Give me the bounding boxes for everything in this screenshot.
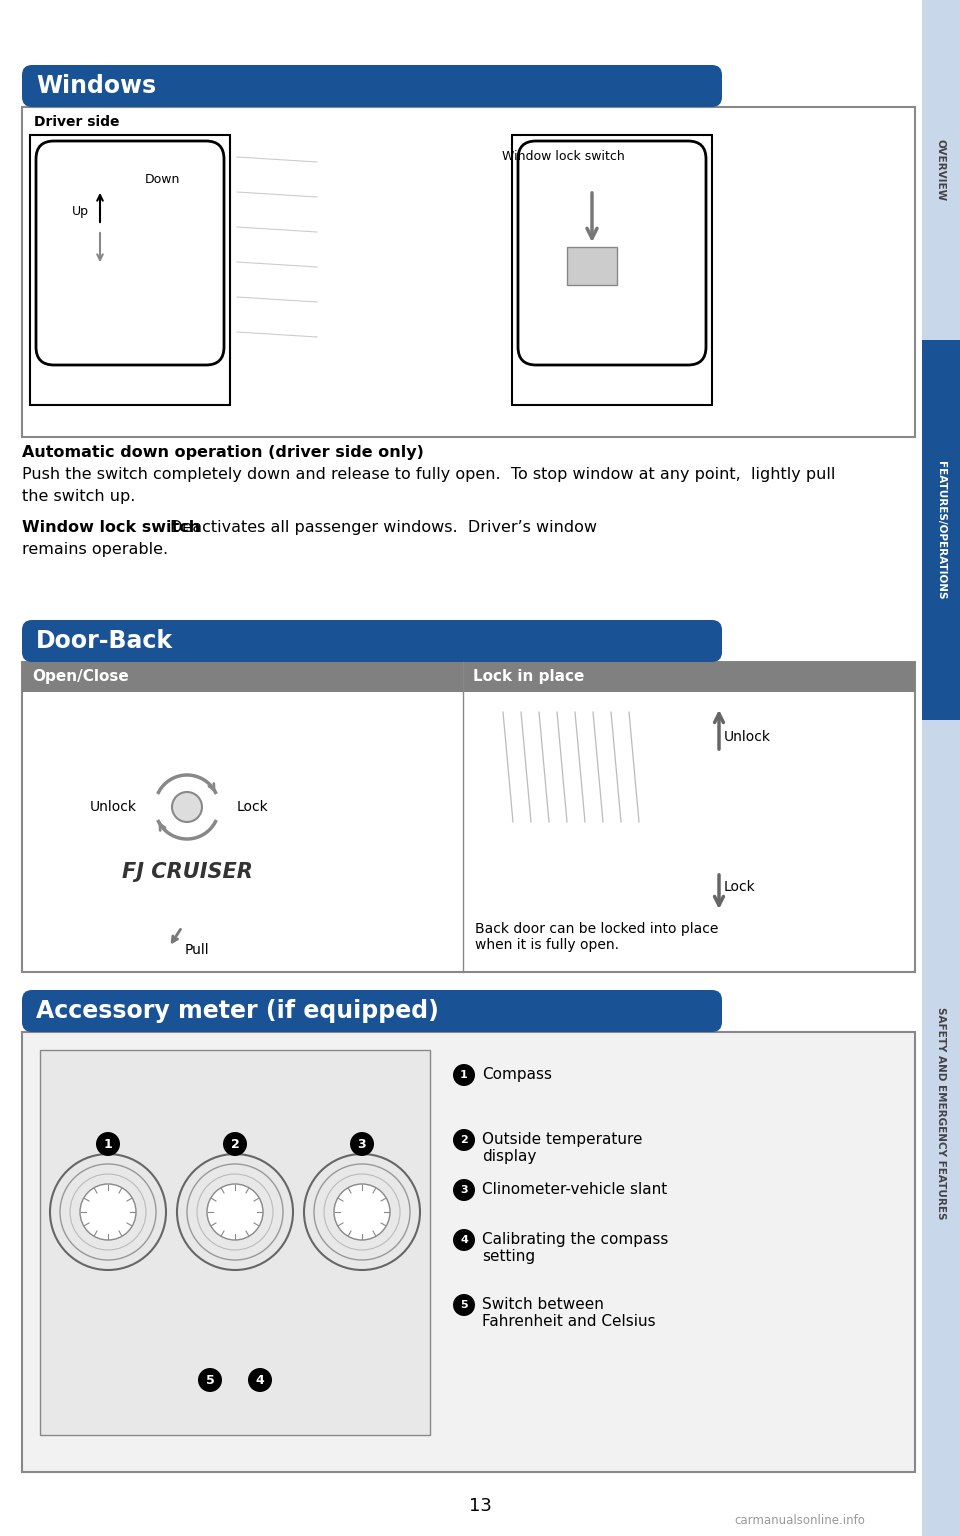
Text: Unlock: Unlock	[724, 730, 771, 743]
FancyBboxPatch shape	[36, 141, 224, 366]
Text: Switch between
Fahrenheit and Celsius: Switch between Fahrenheit and Celsius	[482, 1296, 656, 1329]
Text: Windows: Windows	[36, 74, 156, 98]
Text: Deactivates all passenger windows.  Driver’s window: Deactivates all passenger windows. Drive…	[170, 521, 597, 535]
Circle shape	[96, 1132, 120, 1157]
Circle shape	[453, 1293, 475, 1316]
Text: carmanualsonline.info: carmanualsonline.info	[734, 1514, 865, 1527]
Text: Compass: Compass	[482, 1068, 552, 1081]
Text: the switch up.: the switch up.	[22, 488, 135, 504]
Bar	[922, 0, 960, 339]
FancyBboxPatch shape	[518, 141, 706, 366]
Bar	[512, 135, 712, 406]
Text: Window lock switch: Window lock switch	[22, 521, 201, 535]
Text: OVERVIEW: OVERVIEW	[936, 138, 946, 201]
Text: 13: 13	[468, 1498, 492, 1514]
Text: 4: 4	[255, 1373, 264, 1387]
Circle shape	[207, 1184, 263, 1240]
Bar	[567, 247, 617, 286]
Text: Door-Back: Door-Back	[36, 630, 173, 653]
Text: Lock: Lock	[724, 880, 756, 894]
Text: Open/Close: Open/Close	[32, 670, 129, 685]
Text: 1: 1	[104, 1138, 112, 1150]
Circle shape	[453, 1180, 475, 1201]
Circle shape	[223, 1132, 247, 1157]
Circle shape	[453, 1129, 475, 1150]
Text: Push the switch completely down and release to fully open.  To stop window at an: Push the switch completely down and rele…	[22, 467, 835, 482]
Bar	[40, 1051, 430, 1435]
Text: Accessory meter (if equipped): Accessory meter (if equipped)	[36, 998, 439, 1023]
Text: Up: Up	[72, 204, 89, 218]
Text: FEATURES/OPERATIONS: FEATURES/OPERATIONS	[936, 461, 946, 599]
FancyBboxPatch shape	[22, 991, 722, 1032]
Bar	[22, 1032, 915, 1471]
Circle shape	[172, 793, 202, 822]
Text: Lock: Lock	[237, 800, 269, 814]
Text: 2: 2	[460, 1135, 468, 1144]
Text: Outside temperature
display: Outside temperature display	[482, 1132, 642, 1164]
Text: remains operable.: remains operable.	[22, 542, 168, 558]
Text: SAFETY AND EMERGENCY FEATURES: SAFETY AND EMERGENCY FEATURES	[936, 1006, 946, 1220]
Text: 3: 3	[460, 1184, 468, 1195]
Bar	[22, 662, 463, 693]
Bar	[463, 662, 915, 693]
FancyBboxPatch shape	[22, 65, 722, 108]
Text: Unlock: Unlock	[90, 800, 137, 814]
Bar	[922, 720, 960, 1536]
Bar	[922, 339, 960, 720]
Text: Lock in place: Lock in place	[473, 670, 585, 685]
FancyBboxPatch shape	[22, 621, 722, 662]
Text: Clinometer-vehicle slant: Clinometer-vehicle slant	[482, 1183, 667, 1197]
Circle shape	[198, 1369, 222, 1392]
Circle shape	[453, 1064, 475, 1086]
Circle shape	[248, 1369, 272, 1392]
Bar	[22, 662, 915, 972]
Text: Pull: Pull	[184, 943, 209, 957]
Text: 3: 3	[358, 1138, 367, 1150]
Text: 4: 4	[460, 1235, 468, 1246]
Text: Driver side: Driver side	[34, 115, 119, 129]
Text: Back door can be locked into place
when it is fully open.: Back door can be locked into place when …	[475, 922, 718, 952]
Text: 1: 1	[460, 1071, 468, 1080]
Text: FJ CRUISER: FJ CRUISER	[122, 862, 252, 882]
Text: Automatic down operation (driver side only): Automatic down operation (driver side on…	[22, 445, 424, 459]
Circle shape	[453, 1229, 475, 1250]
Text: 2: 2	[230, 1138, 239, 1150]
Text: 5: 5	[460, 1299, 468, 1310]
Text: Calibrating the compass
setting: Calibrating the compass setting	[482, 1232, 668, 1264]
Circle shape	[80, 1184, 136, 1240]
Bar	[30, 135, 230, 406]
Text: Window lock switch: Window lock switch	[502, 151, 625, 163]
Circle shape	[350, 1132, 374, 1157]
Circle shape	[334, 1184, 390, 1240]
Text: 5: 5	[205, 1373, 214, 1387]
Bar	[22, 108, 915, 438]
Text: Down: Down	[145, 174, 180, 186]
